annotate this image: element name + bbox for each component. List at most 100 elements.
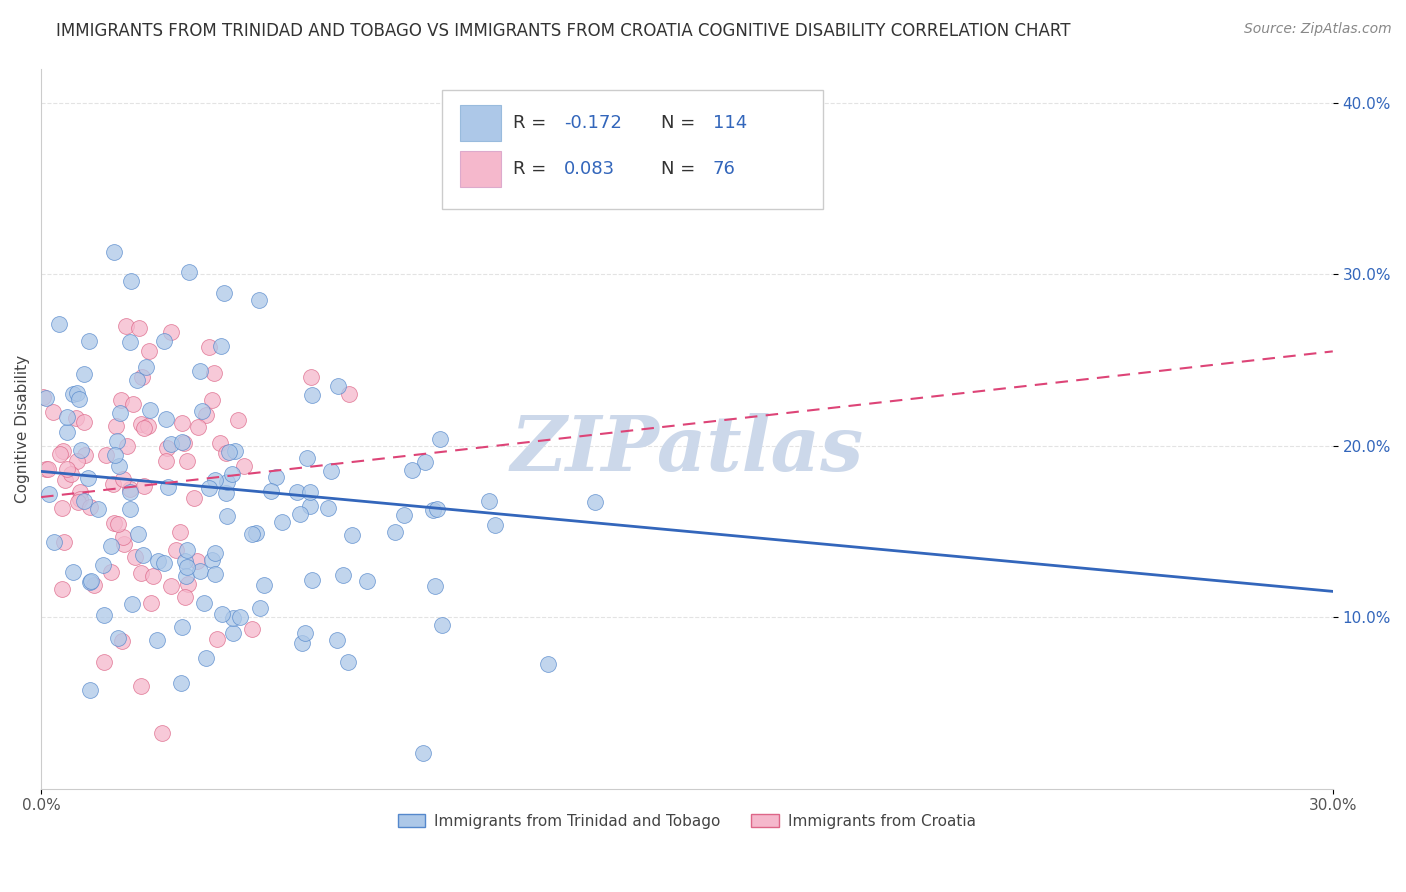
Point (221, 467, 243, 482)
Point (72, 415, 94, 429)
Point (62, 565, 84, 579)
Point (114, 318, 136, 333)
Point (96, 448, 118, 462)
Point (188, 565, 211, 579)
Point (156, 441, 179, 455)
Point (319, 464, 342, 478)
Point (91, 558, 114, 573)
Point (209, 339, 232, 353)
FancyBboxPatch shape (460, 152, 501, 187)
Point (72, 367, 94, 381)
Point (48, 317, 70, 331)
Point (165, 542, 187, 557)
Point (170, 416, 193, 430)
Point (169, 524, 191, 539)
Point (120, 274, 142, 288)
Point (155, 454, 177, 468)
FancyBboxPatch shape (460, 104, 501, 141)
Point (118, 502, 141, 516)
Point (79, 682, 101, 697)
Point (187, 420, 209, 434)
Point (131, 370, 153, 384)
Point (139, 596, 162, 610)
Point (294, 626, 316, 640)
Point (93, 607, 115, 622)
Point (218, 444, 240, 458)
Point (384, 525, 406, 540)
Point (299, 370, 322, 384)
Point (201, 553, 224, 567)
Point (204, 567, 226, 582)
Point (146, 554, 169, 568)
Point (93, 656, 115, 670)
Point (65, 411, 87, 425)
Point (80, 574, 103, 588)
Point (142, 569, 165, 583)
Point (79, 334, 101, 349)
Point (134, 478, 156, 492)
Point (478, 494, 501, 508)
Point (215, 485, 238, 500)
Point (412, 746, 434, 760)
Point (111, 633, 134, 648)
Point (76, 471, 98, 485)
Text: IMMIGRANTS FROM TRINIDAD AND TOBAGO VS IMMIGRANTS FROM CROATIA COGNITIVE DISABIL: IMMIGRANTS FROM TRINIDAD AND TOBAGO VS I… (56, 22, 1071, 40)
Point (221, 611, 243, 625)
Point (233, 458, 256, 473)
Point (253, 577, 276, 591)
Point (105, 434, 128, 448)
Point (49, 447, 72, 461)
Point (316, 500, 339, 515)
Point (146, 633, 169, 648)
Point (217, 475, 239, 489)
Point (37, 461, 59, 475)
Point (174, 554, 197, 568)
Point (169, 676, 191, 690)
Point (429, 433, 451, 447)
Point (67, 392, 90, 406)
Text: 76: 76 (713, 161, 735, 178)
Point (342, 528, 364, 542)
Text: 0.083: 0.083 (564, 161, 616, 178)
Point (432, 617, 454, 632)
Point (118, 484, 141, 499)
Point (413, 455, 436, 469)
Point (240, 527, 263, 541)
Point (249, 601, 271, 615)
Point (336, 655, 359, 669)
Point (215, 509, 238, 524)
Point (136, 419, 159, 434)
Point (288, 508, 311, 522)
Point (138, 344, 160, 359)
Point (132, 421, 155, 435)
Point (422, 503, 444, 517)
Point (127, 373, 149, 387)
Point (160, 437, 183, 451)
Point (176, 543, 198, 558)
Point (53, 473, 76, 487)
Point (356, 574, 378, 588)
Text: N =: N = (661, 161, 702, 178)
Point (224, 443, 246, 458)
Point (51, 500, 73, 515)
Point (260, 483, 283, 498)
Text: -0.172: -0.172 (564, 113, 621, 131)
Point (131, 417, 153, 431)
Point (121, 397, 143, 411)
Point (583, 495, 606, 509)
Point (172, 434, 194, 449)
Point (186, 554, 208, 568)
Point (66, 495, 89, 509)
Point (56, 425, 79, 439)
Point (70, 443, 93, 458)
Y-axis label: Cognitive Disability: Cognitive Disability (15, 354, 30, 502)
Point (401, 463, 423, 477)
Legend: Immigrants from Trinidad and Tobago, Immigrants from Croatia: Immigrants from Trinidad and Tobago, Imm… (392, 807, 983, 835)
Point (52, 444, 75, 458)
Point (53, 535, 76, 549)
Point (264, 470, 287, 484)
Point (155, 412, 177, 426)
Point (153, 334, 176, 348)
Point (160, 325, 183, 339)
Point (131, 548, 153, 562)
